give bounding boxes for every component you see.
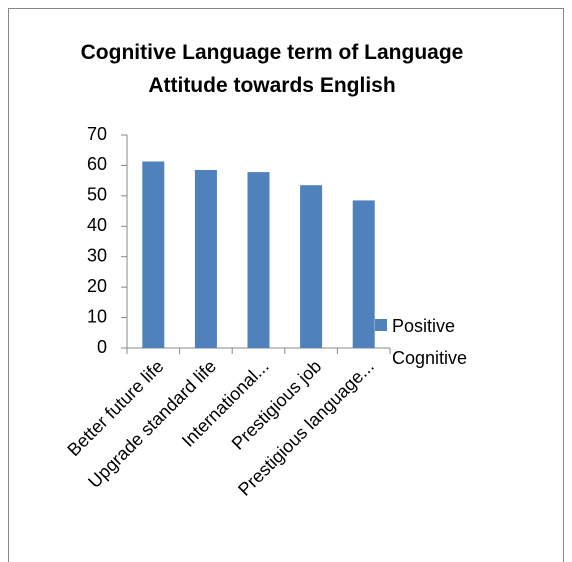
bar xyxy=(142,161,165,348)
bar xyxy=(247,172,270,348)
y-tick-label: 70 xyxy=(87,124,107,144)
y-tick-label: 50 xyxy=(87,185,107,205)
legend-swatch xyxy=(375,319,387,331)
y-tick-label: 60 xyxy=(87,154,107,174)
y-tick-label: 20 xyxy=(87,276,107,296)
chart-title: Cognitive Language term of Language Atti… xyxy=(80,41,464,97)
legend-label: Positive Cognitive xyxy=(392,316,468,368)
y-tick-label: 0 xyxy=(97,337,107,357)
y-tick-label: 40 xyxy=(87,215,107,235)
bar xyxy=(300,185,323,348)
bar xyxy=(352,200,375,348)
chart-border xyxy=(8,8,564,562)
x-tick-label: Prestigious job xyxy=(228,356,326,454)
bar xyxy=(194,169,217,348)
y-tick-label: 30 xyxy=(87,245,107,265)
x-tick-label: Better future life xyxy=(63,356,167,460)
y-tick-label: 10 xyxy=(87,306,107,326)
